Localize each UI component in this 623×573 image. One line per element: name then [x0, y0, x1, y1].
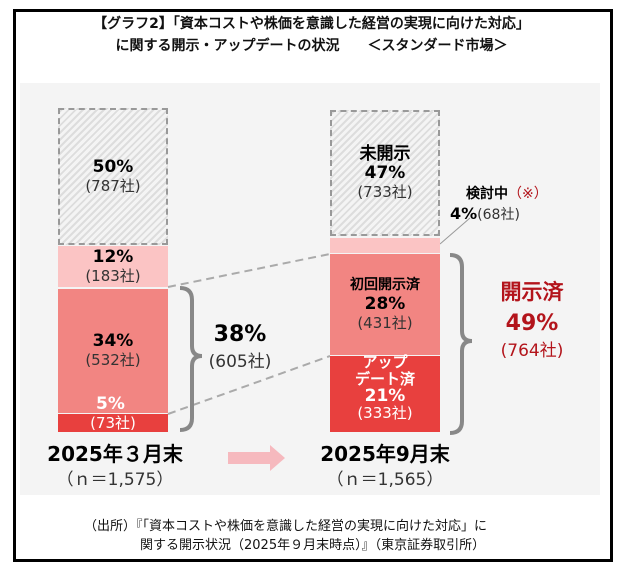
label: 5%: [96, 394, 125, 414]
source-note: （出所）『「資本コストや株価を意識した経営の実現に向けた対応」に 関する開示状況…: [84, 517, 487, 555]
figure-frame: [13, 9, 613, 562]
connector-first: [167, 253, 331, 288]
label: (605社): [208, 352, 272, 372]
bar-mar-update: (73社): [58, 414, 168, 432]
chart-title-line1: 【グラフ2】「資本コストや株価を意識した経営の実現に向けた対応」: [93, 16, 530, 32]
category-sep: 2025年9月末: [320, 442, 450, 466]
label: (73社): [90, 414, 136, 432]
total-mar: 38% (605社): [200, 322, 280, 372]
source-line2: 関する開示状況（2025年９月末時点）』（東京証券取引所）: [140, 538, 486, 553]
brace-sep: [449, 253, 473, 435]
label: 38%: [213, 322, 267, 347]
label: (787社): [85, 176, 141, 195]
n-sep: （ｎ＝1,565）: [326, 470, 444, 490]
label: アップ: [362, 353, 408, 371]
label: (183社): [85, 266, 141, 285]
category-mar: 2025年３月末: [47, 442, 183, 466]
bar-mar-unopened: 50% (787社): [58, 108, 168, 245]
bar-sep-update: アップ デート済 21% (333社): [330, 353, 440, 432]
connector-update: [167, 355, 331, 415]
label: デート済: [354, 370, 415, 388]
label: 50%: [92, 156, 134, 177]
label: (333社): [357, 404, 413, 422]
bar-sep-consider: [330, 238, 440, 253]
label: 21%: [364, 386, 406, 406]
label: (431社): [357, 314, 413, 332]
label: 未開示: [359, 143, 411, 164]
label: (532社): [85, 351, 141, 369]
consider-callout: 検討中（※） 4%(68社): [450, 184, 548, 225]
source-line1: （出所）『「資本コストや株価を意識した経営の実現に向けた対応」に: [84, 519, 488, 534]
arrow-right-icon: [228, 445, 285, 471]
label: 28%: [364, 294, 406, 314]
bar-mar-first: 34% (532社): [58, 289, 168, 413]
bar-mar-consider: 12% (183社): [58, 246, 168, 287]
note: （※）: [508, 186, 548, 202]
label: 検討中: [466, 186, 508, 202]
bar-sep-unopened: 未開示 47% (733社): [330, 110, 440, 236]
label: 初回開示済: [350, 277, 420, 293]
label: (764社): [500, 341, 564, 361]
n-mar: （ｎ＝1,575）: [56, 470, 174, 490]
consider-leader: [439, 217, 471, 245]
label: 4%: [450, 204, 478, 223]
brace-mar: [179, 286, 203, 432]
label: 49%: [505, 311, 559, 336]
label: (68社): [477, 207, 520, 223]
chart-title-line2: に関する開示・アップデートの状況 ＜スタンダード市場＞: [115, 38, 508, 54]
label: 開示済: [500, 280, 564, 304]
bar-sep-first: 初回開示済 28% (431社): [330, 254, 440, 355]
label: 12%: [92, 246, 134, 267]
label: (733社): [357, 182, 413, 201]
label: 34%: [92, 331, 134, 351]
label: 47%: [364, 162, 406, 183]
total-sep: 開示済 49% (764社): [482, 276, 582, 362]
